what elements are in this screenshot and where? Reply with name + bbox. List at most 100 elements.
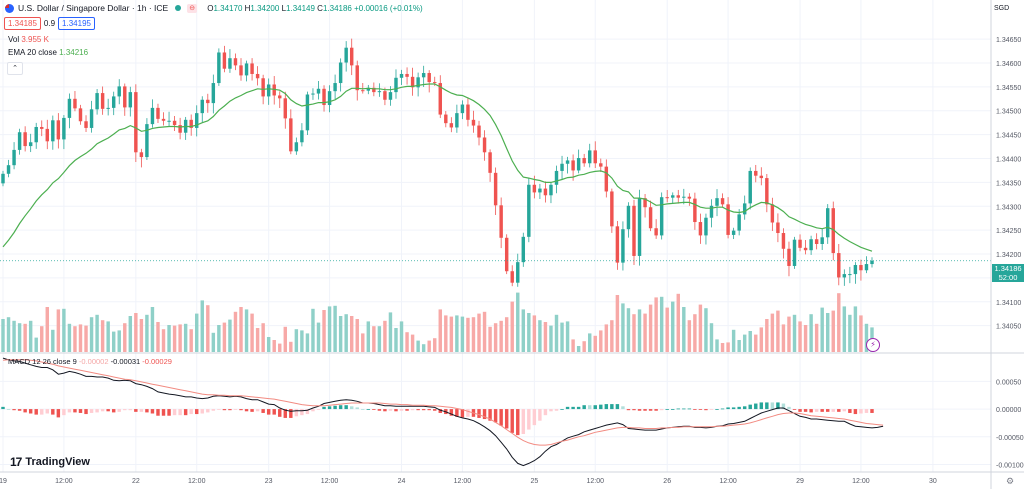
time-tick-label: 19 (0, 478, 7, 485)
symbol-title[interactable]: U.S. Dollar / Singapore Dollar · 1h · IC… (18, 3, 169, 13)
candle-body (715, 198, 719, 206)
volume-bar (504, 317, 509, 352)
sell-price-button[interactable]: 1.34185 (4, 17, 41, 30)
candle-body (665, 197, 669, 199)
macd-hist-bar (183, 409, 188, 416)
candle-body (754, 170, 758, 176)
volume-bar (792, 314, 797, 352)
macd-hist-bar (704, 409, 708, 411)
macd-hist-bar (305, 409, 310, 415)
macd-hist-bar (859, 409, 863, 414)
candle-body (45, 128, 49, 142)
candle-body (34, 126, 38, 143)
macd-hist-bar (383, 409, 387, 412)
tradingview-wordmark: TradingView (25, 456, 90, 468)
volume-bar (698, 304, 703, 352)
volume-bar (671, 301, 675, 352)
macd-hist-bar (698, 409, 703, 410)
market-status-dot-icon[interactable] (175, 5, 182, 11)
candle-body (482, 137, 487, 153)
macd-hist-bar (217, 409, 221, 410)
macd-legend[interactable]: MACD 12 26 close 9 -0.00002 -0.00031 -0.… (8, 357, 172, 366)
candle-body (6, 165, 11, 174)
macd-hist-bar (139, 409, 144, 412)
macd-hist-bar (421, 409, 426, 411)
candle-body (842, 274, 847, 278)
volume-bar (543, 322, 548, 352)
volume-bar (327, 306, 332, 352)
candle-body (344, 47, 348, 63)
macd-hist-bar (587, 405, 592, 410)
volume-bar (720, 343, 725, 352)
collapse-legend-icon[interactable]: ⌃ (7, 62, 23, 75)
volume-bar (278, 343, 282, 352)
candle-body (56, 120, 61, 140)
volume-bar (416, 340, 420, 352)
volume-bar (599, 330, 603, 352)
tradingview-logo[interactable]: 17 TradingView (10, 455, 90, 469)
settings-gear-icon[interactable]: ⚙ (1006, 476, 1015, 486)
candle-body (632, 205, 636, 256)
candle-body (704, 217, 708, 236)
candle-body (737, 214, 741, 231)
candle-body (571, 160, 575, 171)
price-tick-label: 1.34250 (996, 228, 1021, 235)
macd-hist-bar (516, 409, 520, 436)
candle-body (610, 191, 614, 227)
macd-hist-bar (366, 409, 371, 410)
candle-body (311, 93, 315, 95)
macd-hist-bar (394, 409, 398, 412)
candle-body (62, 117, 66, 140)
volume-bar (349, 316, 354, 352)
candle-body (327, 91, 332, 106)
volume-bar (266, 337, 271, 352)
macd-hist-bar (803, 409, 808, 412)
candle-body (289, 118, 293, 152)
volume-bar (682, 307, 686, 352)
volume-legend[interactable]: Vol 3.955 K (8, 35, 49, 44)
price-tick-label: 1.34450 (996, 133, 1021, 140)
candle-body (433, 82, 437, 84)
macd-tick-label: -0.00100 (996, 462, 1024, 469)
candle-body (250, 63, 254, 74)
volume-bar (167, 325, 171, 352)
ema-legend[interactable]: EMA 20 close 1.34216 (8, 48, 89, 57)
price-axis[interactable]: 1.34650 1.34600 1.34550 1.34500 1.34450 1.344… (996, 37, 1021, 331)
macd-hist-bar (222, 409, 227, 411)
volume-bar (189, 329, 193, 352)
volume-bar (837, 293, 841, 352)
candle-body (538, 188, 542, 193)
candle-body (283, 98, 288, 119)
time-tick-label: 12:00 (188, 478, 206, 485)
volume-bar (344, 314, 348, 352)
currency-label[interactable]: SGD (994, 5, 1010, 12)
candle-body (803, 247, 808, 251)
candle-body (189, 119, 193, 128)
candle-body (516, 262, 520, 283)
volume-bar (12, 320, 16, 352)
volume-bar (89, 317, 94, 352)
macd-hist-bar (433, 409, 437, 411)
candle-body (648, 207, 653, 229)
macd-hist-bar (62, 409, 66, 416)
time-axis[interactable]: 19 12:00 22 12:00 23 12:00 24 12:00 25 12:00 26 12:… (0, 478, 937, 485)
volume-bar (388, 312, 393, 352)
volume-bar (532, 315, 537, 352)
macd-hist-bar (78, 409, 83, 413)
hide-legend-icon[interactable]: ⊖ (187, 3, 198, 13)
macd-hist-bar (521, 409, 526, 434)
macd-hist-bar (787, 406, 791, 410)
volume-bar (842, 306, 847, 352)
change-value: +0.00016 (+0.01%) (354, 3, 423, 13)
candle-body (554, 170, 559, 185)
candles[interactable] (1, 38, 874, 287)
candle-body (150, 107, 155, 125)
candle-body (731, 230, 736, 235)
candle-body (826, 208, 830, 238)
candle-body (671, 195, 675, 198)
buy-price-button[interactable]: 1.34195 (58, 17, 95, 30)
macd-axis[interactable]: 0.00050 0.00000 -0.00050 -0.00100 (996, 379, 1024, 469)
lightning-icon[interactable]: ⚡ (866, 338, 880, 352)
candle-body (765, 178, 769, 205)
